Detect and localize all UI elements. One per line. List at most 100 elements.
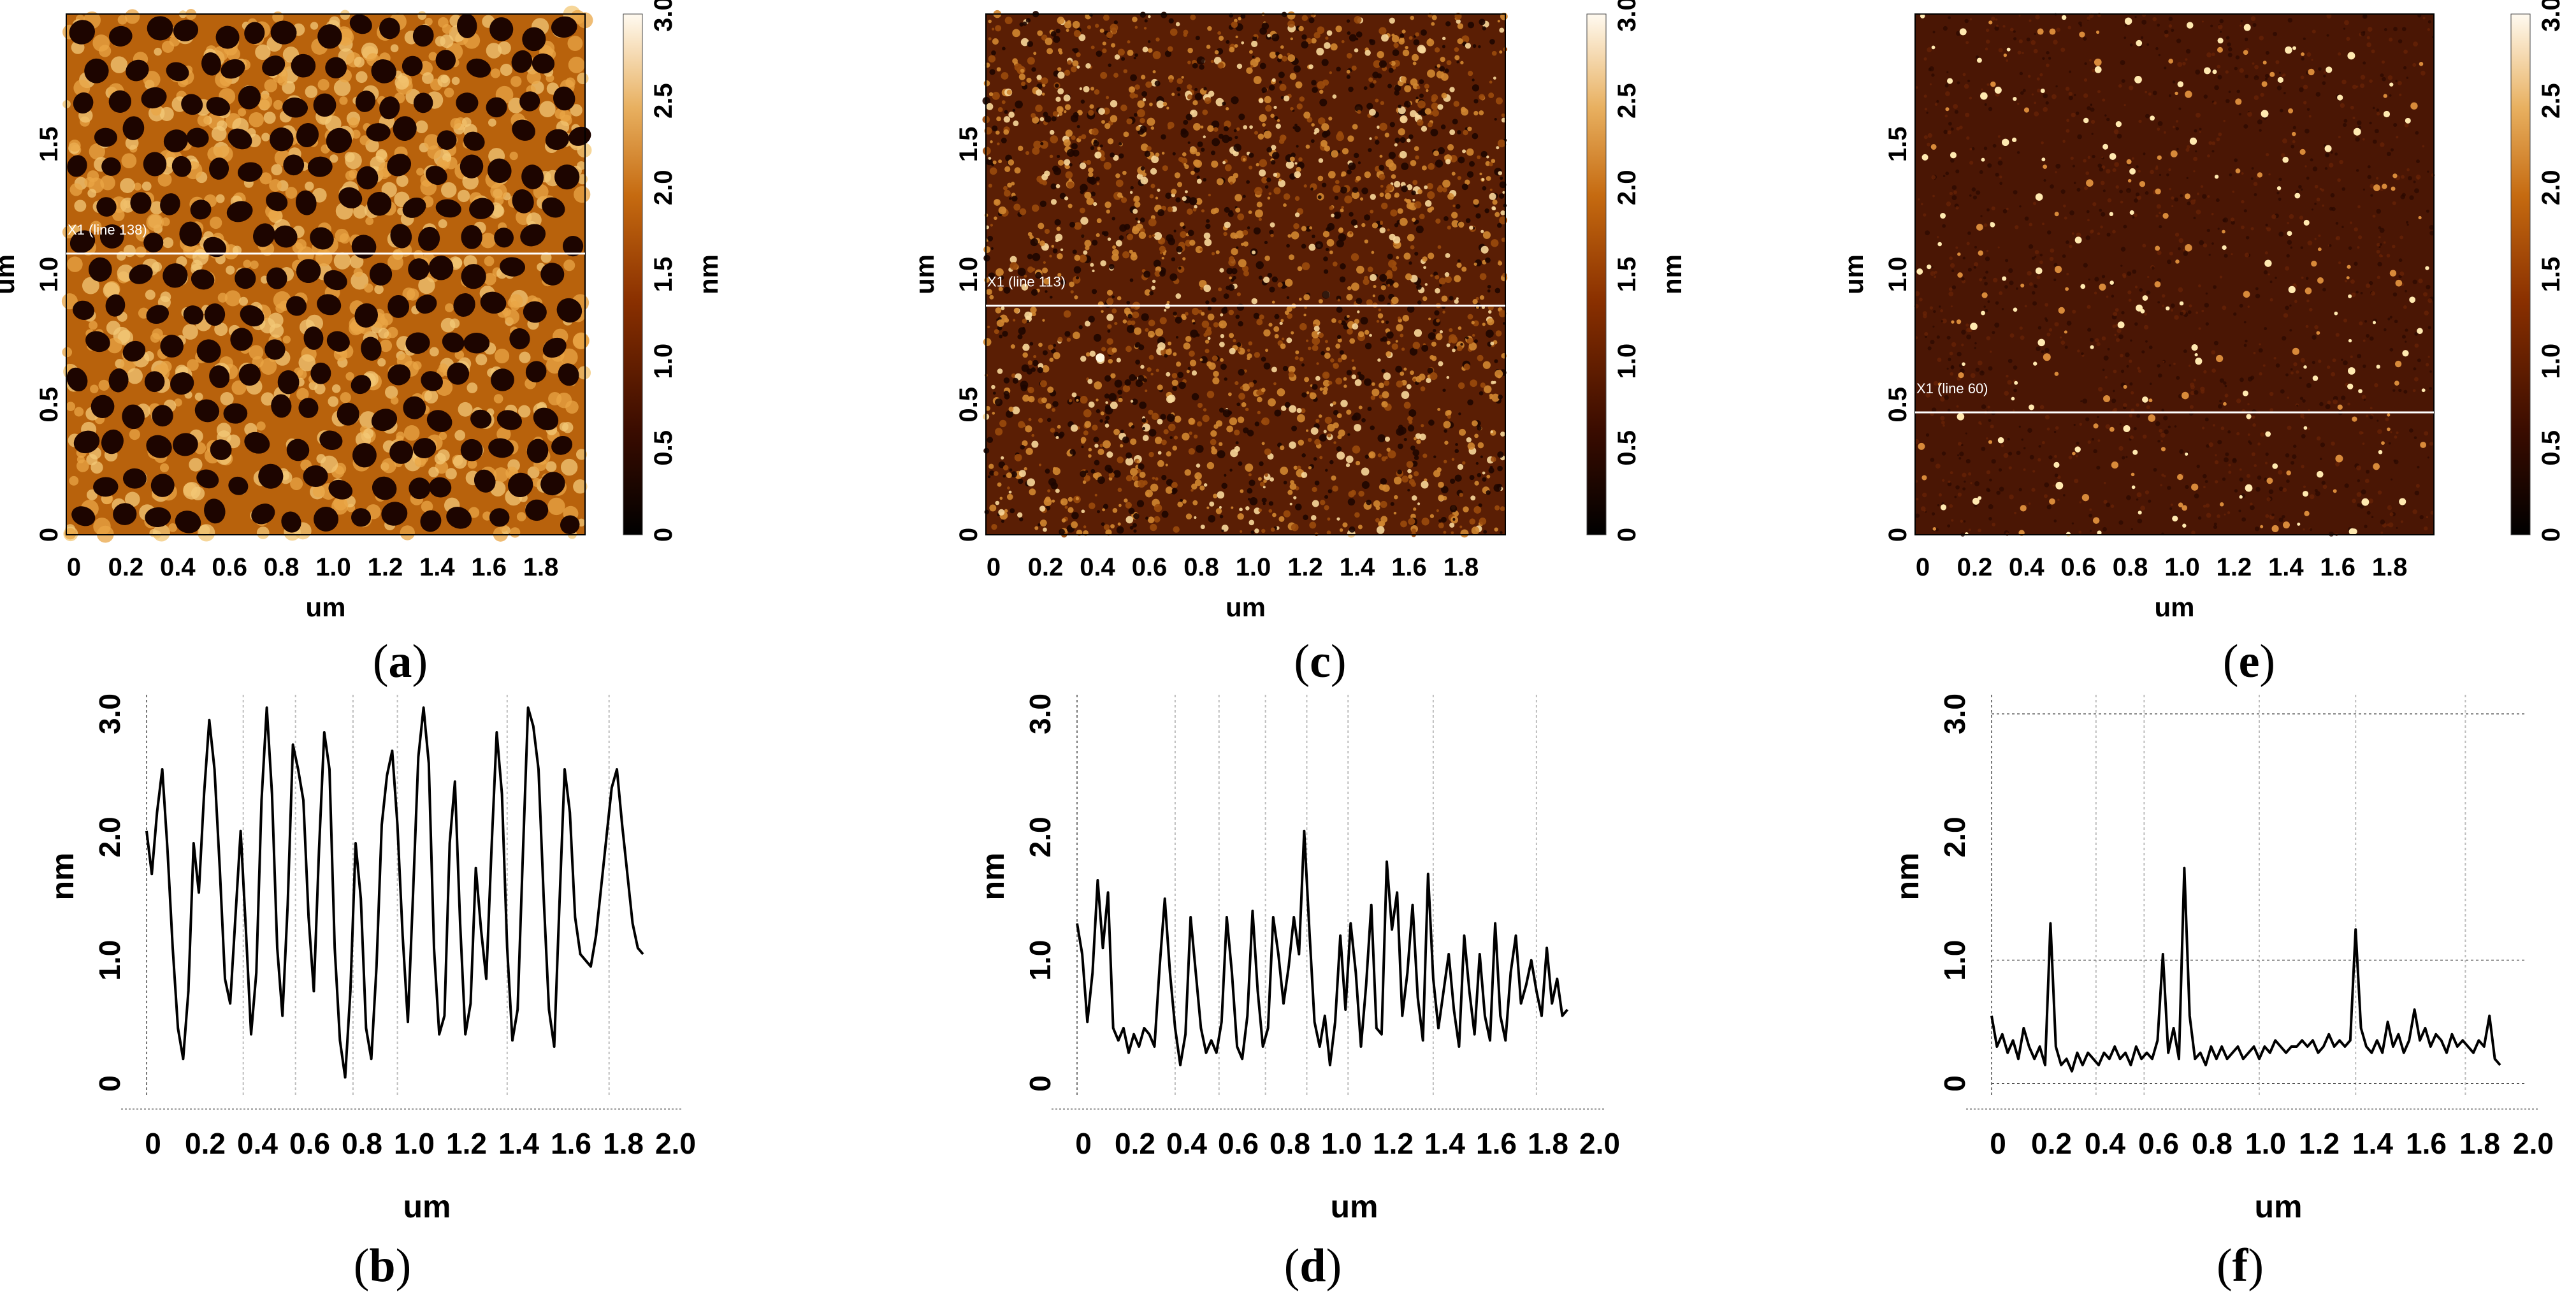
ridge-blob bbox=[271, 164, 283, 176]
grain bbox=[1442, 36, 1446, 41]
ridge-blob bbox=[62, 347, 73, 358]
ridge-blob bbox=[98, 379, 110, 391]
grain bbox=[1074, 222, 1082, 230]
grain bbox=[1083, 250, 1088, 255]
grain bbox=[1036, 89, 1043, 96]
noise bbox=[2020, 335, 2025, 340]
grain bbox=[1165, 463, 1168, 467]
grain bbox=[1403, 252, 1411, 260]
grain bbox=[1263, 362, 1271, 370]
grain bbox=[1205, 339, 1210, 344]
grain bbox=[1125, 516, 1134, 524]
grain bbox=[1364, 171, 1371, 178]
grain bbox=[1449, 155, 1458, 163]
noise bbox=[2085, 171, 2090, 175]
noise bbox=[2426, 516, 2429, 519]
grain bbox=[1022, 352, 1028, 358]
grain bbox=[1031, 367, 1036, 372]
grain bbox=[1004, 509, 1008, 513]
noise bbox=[1983, 276, 1986, 280]
y-tick-label: 0 bbox=[35, 528, 63, 542]
grain bbox=[1476, 305, 1479, 309]
noise bbox=[1949, 351, 1953, 356]
grain bbox=[1141, 75, 1146, 80]
grain bbox=[1135, 342, 1141, 348]
noise bbox=[2208, 254, 2211, 256]
grain bbox=[1280, 405, 1287, 411]
grain bbox=[1357, 371, 1361, 376]
pore bbox=[266, 192, 288, 212]
noise bbox=[1987, 163, 1992, 168]
noise bbox=[2020, 91, 2024, 95]
noise bbox=[2255, 287, 2259, 291]
noise bbox=[2366, 283, 2371, 288]
grain bbox=[1122, 436, 1129, 444]
noise bbox=[2039, 405, 2044, 410]
grain bbox=[1042, 267, 1048, 273]
ridge-blob bbox=[82, 277, 99, 294]
noise bbox=[2159, 225, 2162, 229]
grain bbox=[1493, 484, 1501, 492]
grain bbox=[1295, 81, 1303, 89]
ridge-blob bbox=[261, 133, 270, 141]
grain bbox=[1096, 177, 1100, 181]
grain bbox=[1281, 337, 1285, 340]
noise bbox=[2120, 200, 2124, 204]
ridge-blob bbox=[135, 246, 147, 258]
grain bbox=[1337, 358, 1343, 363]
grain bbox=[1102, 508, 1106, 512]
grain bbox=[1393, 236, 1401, 244]
grain bbox=[1132, 208, 1138, 214]
grain bbox=[1368, 108, 1376, 116]
grain bbox=[1261, 442, 1265, 446]
grain bbox=[1417, 300, 1422, 305]
grain bbox=[1284, 402, 1291, 408]
ridge-blob bbox=[440, 182, 457, 198]
noise bbox=[2200, 386, 2205, 392]
grain bbox=[1107, 138, 1114, 145]
noise bbox=[2230, 217, 2235, 222]
noise bbox=[2278, 198, 2282, 201]
grain bbox=[1040, 141, 1044, 145]
noise bbox=[1950, 471, 1953, 475]
grain bbox=[1287, 11, 1296, 20]
grain bbox=[1384, 436, 1391, 442]
ridge-blob bbox=[74, 200, 87, 212]
noise bbox=[1954, 495, 1957, 498]
grain bbox=[1435, 333, 1443, 340]
noise bbox=[2322, 81, 2326, 85]
grain bbox=[1029, 488, 1036, 496]
grain bbox=[1139, 401, 1147, 409]
grain bbox=[1155, 196, 1159, 200]
grain bbox=[1271, 276, 1278, 282]
grain bbox=[990, 247, 994, 250]
noise bbox=[2089, 508, 2092, 511]
grain bbox=[1400, 520, 1407, 528]
noise bbox=[2019, 326, 2023, 330]
grain bbox=[1412, 54, 1419, 61]
noise bbox=[2406, 223, 2409, 226]
noise bbox=[2092, 68, 2095, 73]
grain bbox=[1346, 409, 1352, 415]
grain bbox=[1137, 220, 1141, 224]
noise bbox=[2028, 502, 2031, 505]
grain bbox=[1447, 144, 1454, 151]
grain bbox=[1323, 256, 1328, 262]
grain bbox=[1264, 448, 1271, 456]
x-tick-label: 1.6 bbox=[1391, 553, 1427, 581]
noise bbox=[2312, 335, 2317, 340]
noise bbox=[1932, 31, 1936, 34]
pore bbox=[533, 407, 559, 431]
grain bbox=[1324, 416, 1332, 424]
noise bbox=[2367, 27, 2373, 32]
grain bbox=[1201, 209, 1205, 213]
noise bbox=[2257, 475, 2262, 480]
noise bbox=[2342, 122, 2347, 127]
pore bbox=[453, 293, 475, 317]
noise bbox=[1940, 416, 1945, 421]
grain bbox=[1162, 165, 1168, 171]
x-tick-label: 0.4 bbox=[1080, 553, 1115, 581]
grain bbox=[1495, 97, 1503, 105]
noise bbox=[2008, 268, 2013, 273]
